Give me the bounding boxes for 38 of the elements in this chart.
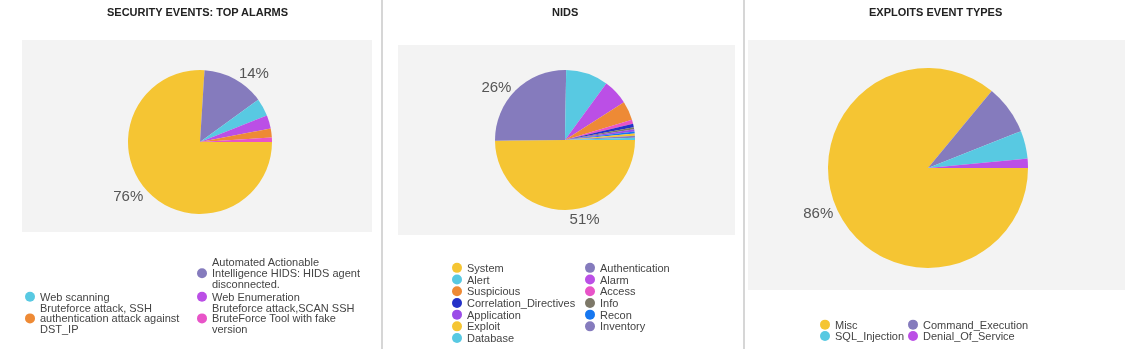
data-label: 51% <box>569 210 600 227</box>
legend-label: Access <box>600 285 636 297</box>
legend-label: Exploit <box>467 320 501 332</box>
pie-slice <box>565 70 607 140</box>
data-label: 26% <box>481 77 512 95</box>
legend-label: Web Enumeration <box>212 291 300 303</box>
legend-label: Inventory <box>600 320 646 332</box>
data-label: 14% <box>238 63 269 81</box>
data-label: 76% <box>113 186 144 204</box>
pie-slice <box>565 83 624 140</box>
legend-label: SQL_Injection <box>835 330 905 342</box>
legend-label: Automated Actionable Intelligence HIDS: HIDS agent disconnected. <box>212 256 360 290</box>
pie-slice <box>200 115 271 142</box>
chart-title: EXPLOITS EVENT TYPES <box>869 6 1003 18</box>
pie-slice <box>928 90 1021 168</box>
legend-label: Database <box>467 332 515 344</box>
legend-label: Bruteforce attack,SCAN SSH BruteForce Tool with fake version <box>212 302 355 335</box>
legend-label: Alert <box>467 274 490 286</box>
legend-label: Web scanning <box>40 291 110 303</box>
pie-slice <box>200 99 267 142</box>
pie-slice <box>565 102 632 140</box>
legend-label: Misc <box>835 319 859 331</box>
chart-title: SECURITY EVENTS: TOP ALARMS <box>107 6 289 18</box>
legend-label: Bruteforce attack, SSH authentication attack against DST_IP <box>40 302 180 335</box>
legend-label: Denial_Of_Service <box>923 330 1015 342</box>
pie-slice <box>200 128 272 142</box>
chart-title: NIDS <box>552 6 579 18</box>
legend-label: Info <box>600 297 619 309</box>
legend-label: Command_Execution <box>923 319 1029 331</box>
data-label: 86% <box>803 203 834 221</box>
legend-label: Suspicious <box>467 285 521 297</box>
legend-label: Alarm <box>600 274 629 286</box>
legend-label: Application <box>467 309 521 321</box>
legend-label: Authentication <box>600 262 670 274</box>
legend-label: System <box>467 262 504 274</box>
legend-label: Recon <box>600 309 632 321</box>
legend-label: Correlation_Directives <box>467 297 576 309</box>
pie-slice <box>928 131 1028 168</box>
